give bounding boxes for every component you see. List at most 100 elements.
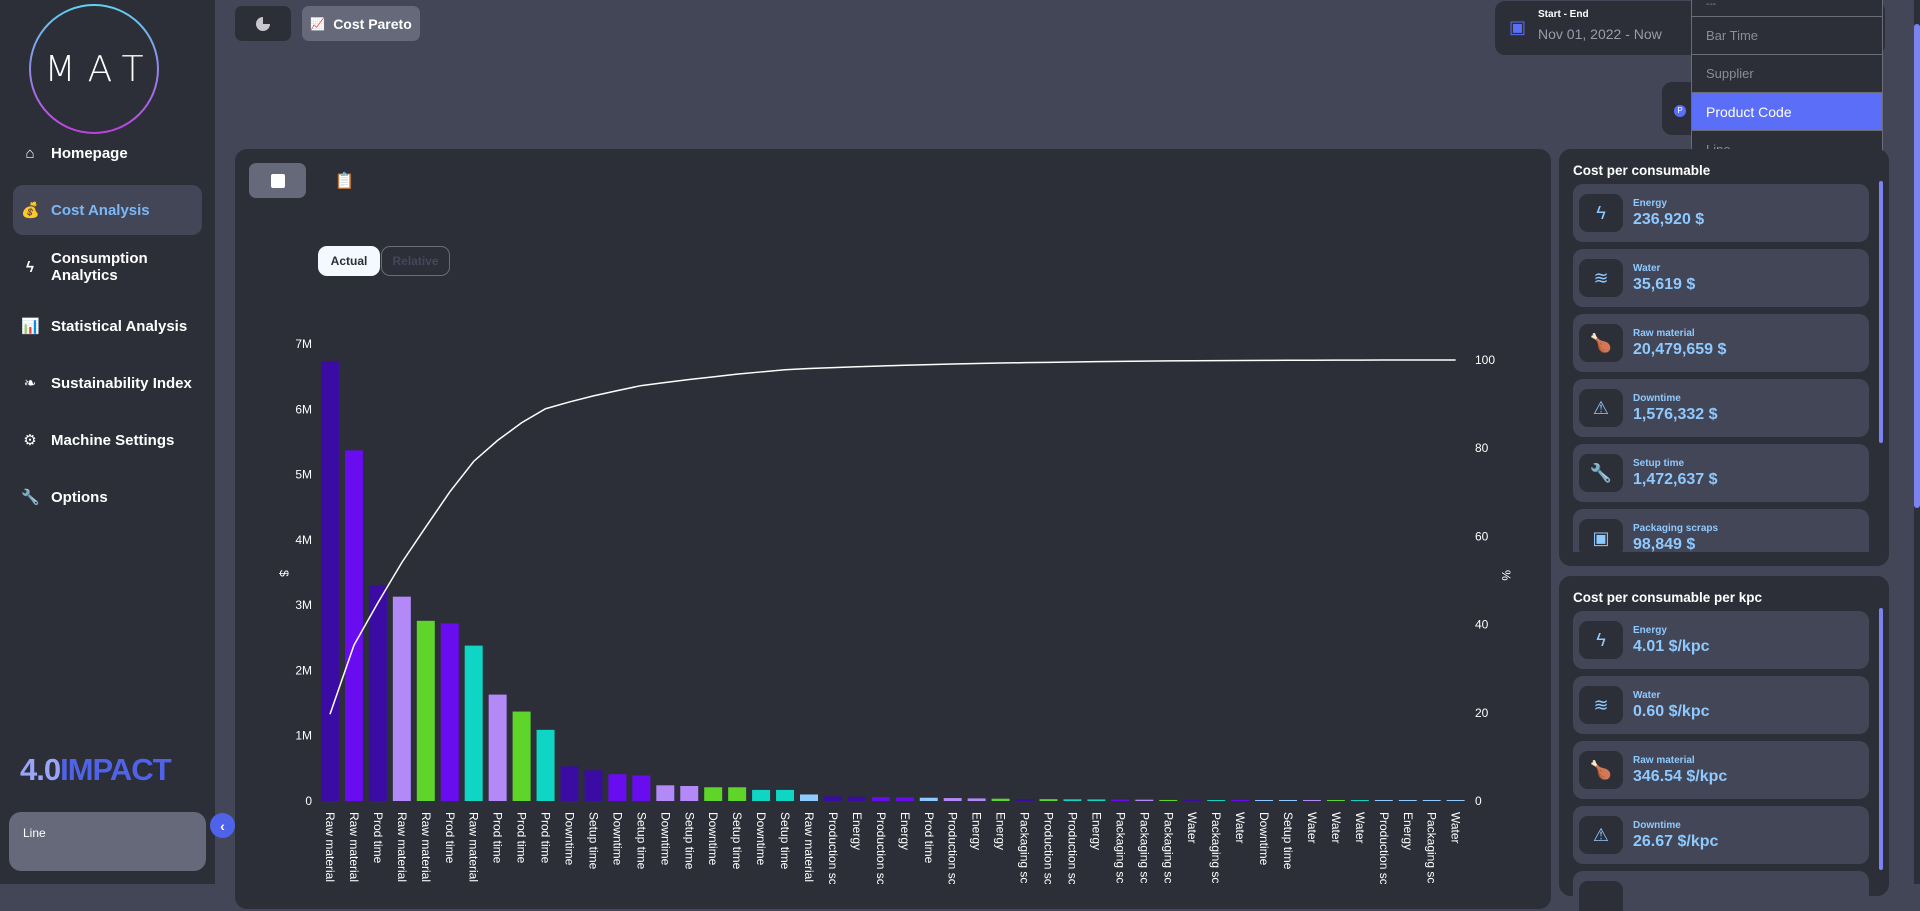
brand-name: IMPACT xyxy=(60,752,172,787)
sidebar-item-machine-settings[interactable]: ⚙ Machine Settings xyxy=(13,422,202,458)
x-tick-label: Downtime xyxy=(1257,812,1271,866)
cost-pareto-tab[interactable]: 📈 Cost Pareto xyxy=(302,6,420,41)
consumable-item[interactable]: ▣ Packaging scraps 98,849 $ xyxy=(1573,509,1869,552)
table-view-button[interactable]: 📋 xyxy=(316,163,373,198)
lightning-icon: ϟ xyxy=(26,258,34,276)
sidebar-item-statistical-analysis[interactable]: 📊 Statistical Analysis xyxy=(13,308,202,344)
consumable-name: Setup time xyxy=(1633,457,1685,469)
pie-tab-button[interactable] xyxy=(235,6,291,41)
bar xyxy=(608,774,627,801)
bar xyxy=(536,729,555,801)
actual-toggle[interactable]: Actual xyxy=(318,246,380,276)
consumable-item[interactable]: 🍗 Raw material 20,479,659 $ xyxy=(1573,314,1869,372)
card-scrollbar[interactable] xyxy=(1879,608,1883,870)
sidebar-item-cost-analysis[interactable]: 💰 Cost Analysis xyxy=(13,185,202,235)
x-tick-label: Setup time xyxy=(586,812,600,870)
consumable-item[interactable]: ϟ Energy 4.01 $/kpc xyxy=(1573,611,1869,669)
consumable-item[interactable]: 🔧 Setup time 1,472,637 $ xyxy=(1573,444,1869,502)
consumable-name: Packaging scraps xyxy=(1633,522,1719,534)
x-tick-label: Water xyxy=(1185,812,1199,844)
x-tick-label: Packaging sc xyxy=(1425,812,1439,883)
x-tick-label: Prod time xyxy=(491,812,505,864)
mat-logo[interactable]: MAT xyxy=(29,4,159,134)
bar xyxy=(1087,799,1106,801)
chicken-icon: 🍗 xyxy=(1579,324,1623,362)
sidebar-item-label: Statistical Analysis xyxy=(51,317,188,335)
y2-tick-label: 40 xyxy=(1475,618,1489,632)
sidebar-item-homepage[interactable]: ⌂ Homepage xyxy=(13,135,202,171)
bar xyxy=(871,797,890,801)
y2-tick-label: 60 xyxy=(1475,529,1489,543)
consumable-name: Downtime xyxy=(1633,392,1681,404)
dropdown-option[interactable]: Product Code xyxy=(1692,93,1882,131)
x-tick-label: Production sc xyxy=(1042,812,1056,884)
x-tick-label: Production sc xyxy=(946,812,960,884)
bar xyxy=(800,794,818,801)
x-tick-label: Packaging sc xyxy=(1209,812,1223,883)
x-tick-label: Energy xyxy=(994,812,1008,850)
bar xyxy=(752,789,771,801)
relative-toggle[interactable]: Relative xyxy=(381,246,450,276)
sidebar-item-options[interactable]: 🔧 Options xyxy=(13,479,202,515)
dropdown-option[interactable]: Bar Time xyxy=(1692,17,1882,55)
bar xyxy=(656,785,675,801)
bar xyxy=(464,645,483,801)
x-tick-label: Setup time xyxy=(634,812,648,870)
line-filter-box[interactable]: Line xyxy=(9,812,206,871)
y2-tick-label: 0 xyxy=(1475,794,1482,808)
dropdown-option[interactable]: --- xyxy=(1692,0,1882,17)
x-tick-label: Setup time xyxy=(778,812,792,870)
x-tick-label: Production sc xyxy=(826,812,840,884)
x-tick-label: Downtime xyxy=(706,812,720,866)
x-tick-label: Raw material xyxy=(347,812,361,882)
y2-axis-label: % xyxy=(1499,570,1513,581)
sidebar-item-sustainability-index[interactable]: ❧ Sustainability Index xyxy=(13,365,202,401)
consumable-item[interactable]: ϟ Energy 236,920 $ xyxy=(1573,184,1869,242)
x-tick-label: Downtime xyxy=(563,812,577,866)
bar xyxy=(1446,800,1465,801)
bar xyxy=(416,620,435,801)
wrench-icon: 🔧 xyxy=(21,489,40,506)
bar xyxy=(1398,800,1417,801)
sidebar-item-consumption-analytics[interactable]: ϟ Consumption Analytics xyxy=(13,243,202,291)
brand-number: 4.0 xyxy=(20,752,61,787)
y-tick-label: 7M xyxy=(295,337,312,351)
consumable-value: 346.54 $/kpc xyxy=(1633,767,1728,785)
x-tick-label: Water xyxy=(1329,812,1343,844)
x-tick-label: Raw material xyxy=(802,812,816,882)
bar xyxy=(1063,799,1082,801)
sidebar-item-label: Sustainability Index xyxy=(51,374,192,392)
card-title: Cost per consumable xyxy=(1573,163,1711,178)
consumable-item[interactable]: ≋ Water 0.60 $/kpc xyxy=(1573,676,1869,734)
impact-logo: 4.0IMPACT xyxy=(20,752,172,788)
bar xyxy=(321,360,339,801)
lightning-icon: ϟ xyxy=(1579,194,1623,232)
bar xyxy=(967,798,986,801)
bar xyxy=(392,596,411,801)
card-title: Cost per consumable per kpc xyxy=(1573,590,1763,605)
x-tick-label: Prod time xyxy=(922,812,936,864)
water-icon: ≋ xyxy=(1579,259,1623,297)
bar xyxy=(943,798,962,801)
bar xyxy=(991,798,1010,801)
consumable-item[interactable]: ⚠ Downtime 26.67 $/kpc xyxy=(1573,806,1869,864)
consumable-item[interactable]: ⚠ Downtime 1,576,332 $ xyxy=(1573,379,1869,437)
consumable-name: Water xyxy=(1633,689,1661,701)
consumable-item[interactable] xyxy=(1573,871,1869,911)
page-scrollbar-thumb[interactable] xyxy=(1914,24,1920,508)
unknown-icon xyxy=(1579,881,1623,911)
consumable-name: Downtime xyxy=(1633,819,1681,831)
bar xyxy=(776,789,795,801)
consumable-item[interactable]: 🍗 Raw material 346.54 $/kpc xyxy=(1573,741,1869,799)
sidebar-item-label: Cost Analysis xyxy=(51,201,150,219)
date-value: Nov 01, 2022 - Now xyxy=(1538,26,1662,42)
collapse-sidebar-button[interactable]: ‹ xyxy=(210,813,235,838)
card-scrollbar[interactable] xyxy=(1879,181,1883,443)
dropdown-option[interactable]: Supplier xyxy=(1692,55,1882,93)
consumable-value: 4.01 $/kpc xyxy=(1633,637,1710,655)
bar xyxy=(1422,800,1441,801)
chart-view-button[interactable] xyxy=(249,163,306,198)
consumable-item[interactable]: ≋ Water 35,619 $ xyxy=(1573,249,1869,307)
x-tick-label: Prod time xyxy=(371,812,385,864)
x-tick-label: Packaging sc xyxy=(1161,812,1175,883)
